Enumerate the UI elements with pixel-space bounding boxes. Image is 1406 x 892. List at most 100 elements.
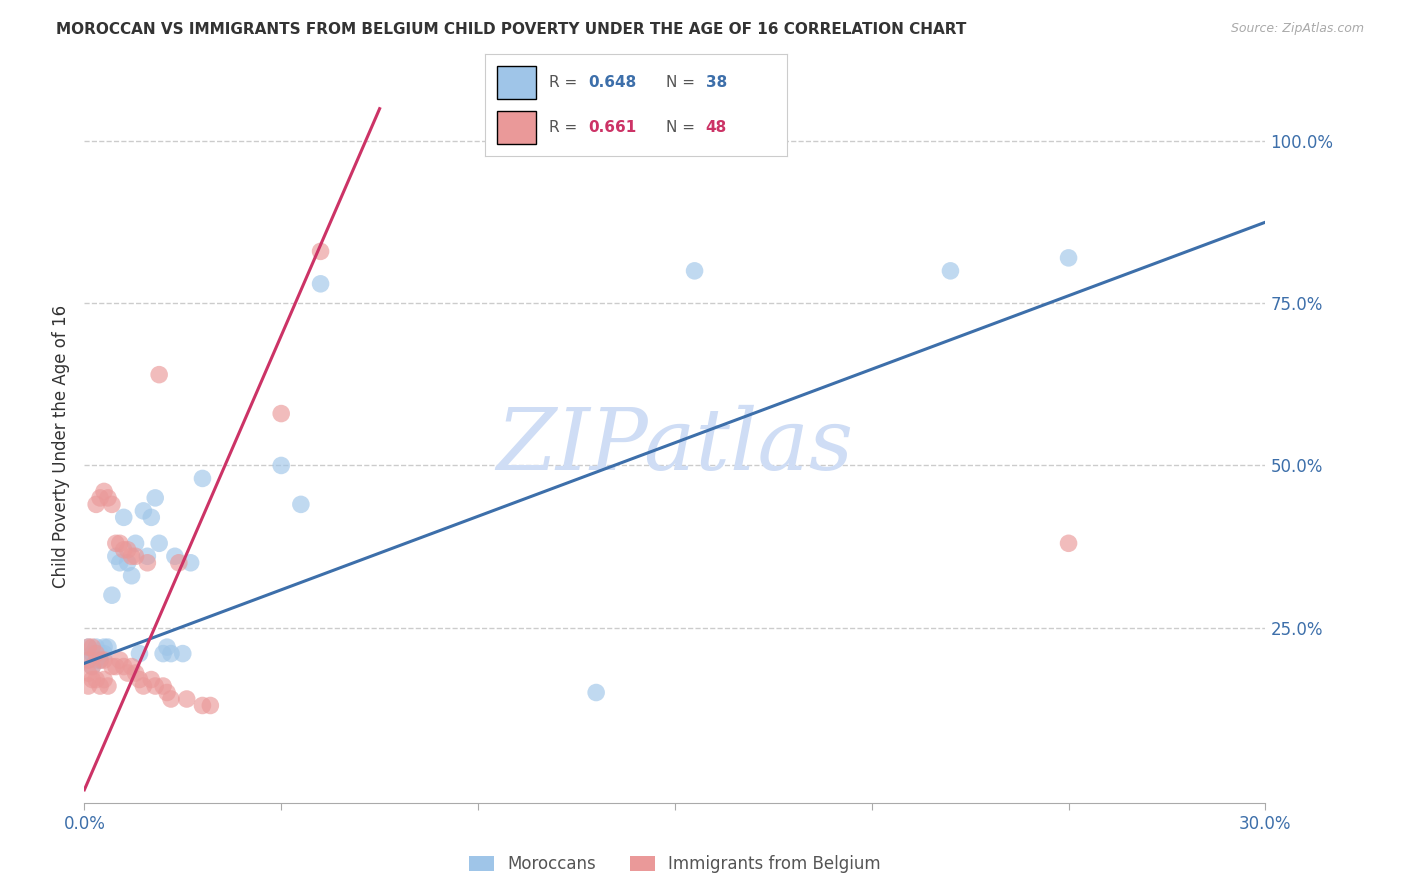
Point [270, 458, 292, 473]
Point [97, 679, 120, 693]
Point [1057, 251, 1080, 265]
Point [101, 497, 124, 511]
Point [82, 640, 104, 654]
Point [160, 692, 183, 706]
Point [143, 679, 166, 693]
Point [152, 679, 174, 693]
Point [108, 536, 131, 550]
Point [191, 698, 214, 713]
Point [939, 264, 962, 278]
Text: R =: R = [548, 75, 582, 90]
Point [101, 588, 124, 602]
Point [270, 407, 292, 421]
Point [136, 549, 159, 564]
Point [104, 659, 127, 673]
Point [121, 659, 143, 673]
Point [84, 640, 107, 654]
Point [93, 647, 115, 661]
Text: 0.648: 0.648 [588, 75, 636, 90]
Point [84, 647, 107, 661]
Text: N =: N = [666, 75, 700, 90]
Point [124, 536, 146, 550]
Point [93, 653, 115, 667]
Point [191, 471, 214, 485]
Point [89, 653, 111, 667]
Point [156, 640, 179, 654]
Point [77, 640, 100, 654]
Point [160, 647, 183, 661]
Point [82, 673, 104, 687]
Point [121, 568, 143, 582]
Point [132, 504, 155, 518]
Point [124, 549, 146, 564]
Point [148, 536, 170, 550]
Point [132, 679, 155, 693]
Point [108, 556, 131, 570]
Point [148, 368, 170, 382]
Point [82, 659, 104, 673]
Point [82, 659, 104, 673]
Text: ZIPatlas: ZIPatlas [496, 405, 853, 487]
Point [117, 542, 139, 557]
Point [93, 640, 115, 654]
Text: Source: ZipAtlas.com: Source: ZipAtlas.com [1230, 22, 1364, 36]
Point [176, 692, 198, 706]
Point [77, 653, 100, 667]
Text: N =: N = [666, 120, 700, 135]
Point [104, 536, 127, 550]
Point [84, 497, 107, 511]
FancyBboxPatch shape [498, 66, 537, 99]
Point [77, 679, 100, 693]
Point [1057, 536, 1080, 550]
Y-axis label: Child Poverty Under the Age of 16: Child Poverty Under the Age of 16 [52, 304, 70, 588]
Text: MOROCCAN VS IMMIGRANTS FROM BELGIUM CHILD POVERTY UNDER THE AGE OF 16 CORRELATIO: MOROCCAN VS IMMIGRANTS FROM BELGIUM CHIL… [56, 22, 966, 37]
Point [77, 666, 100, 681]
Point [309, 244, 332, 259]
Point [128, 673, 150, 687]
FancyBboxPatch shape [498, 111, 537, 144]
Point [128, 647, 150, 661]
Point [117, 666, 139, 681]
Point [104, 549, 127, 564]
Point [89, 647, 111, 661]
Text: 48: 48 [706, 120, 727, 135]
Point [143, 491, 166, 505]
Point [141, 510, 163, 524]
Point [121, 549, 143, 564]
Point [163, 549, 186, 564]
Point [108, 653, 131, 667]
Point [97, 491, 120, 505]
Point [156, 685, 179, 699]
Point [101, 659, 124, 673]
Point [167, 556, 190, 570]
Point [84, 653, 107, 667]
Point [89, 679, 111, 693]
Point [93, 673, 115, 687]
Legend: Moroccans, Immigrants from Belgium: Moroccans, Immigrants from Belgium [463, 849, 887, 880]
Point [117, 556, 139, 570]
Point [97, 640, 120, 654]
Point [84, 673, 107, 687]
Point [136, 556, 159, 570]
Point [309, 277, 332, 291]
Point [93, 484, 115, 499]
Point [152, 647, 174, 661]
Point [180, 556, 202, 570]
Point [141, 673, 163, 687]
Point [82, 647, 104, 661]
Point [683, 264, 706, 278]
Point [200, 698, 222, 713]
Point [77, 640, 100, 654]
Text: 0.661: 0.661 [588, 120, 636, 135]
Point [112, 542, 135, 557]
Point [112, 510, 135, 524]
Point [172, 647, 194, 661]
Point [77, 653, 100, 667]
Text: 38: 38 [706, 75, 727, 90]
Point [290, 497, 312, 511]
Point [124, 666, 146, 681]
Point [585, 685, 607, 699]
Point [89, 653, 111, 667]
Point [112, 659, 135, 673]
Text: R =: R = [548, 120, 582, 135]
